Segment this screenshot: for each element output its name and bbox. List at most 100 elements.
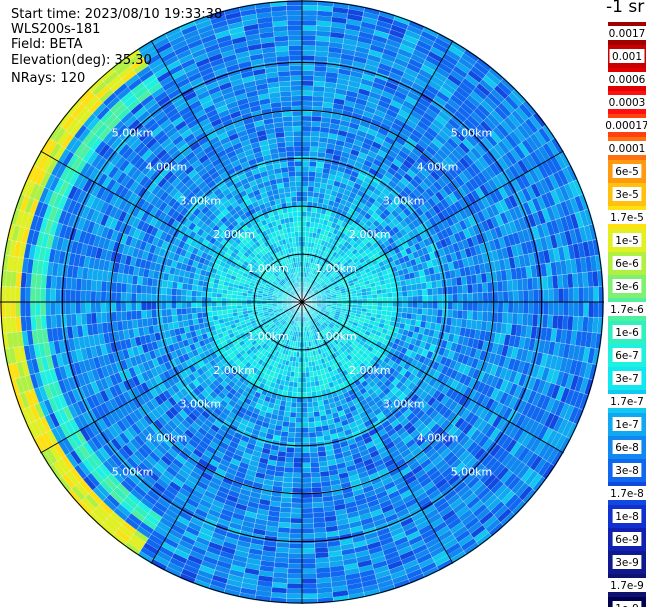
range-gate-cell: [321, 316, 327, 321]
range-gate-cell: [268, 309, 274, 313]
range-gate-cell: [236, 260, 243, 267]
range-gate-cell: [289, 330, 293, 336]
range-gate-cell: [285, 375, 291, 382]
range-gate-cell: [270, 237, 276, 244]
range-gate-cell: [285, 310, 291, 315]
range-gate-cell: [191, 260, 199, 268]
range-gate-cell: [388, 325, 395, 332]
range-gate-cell: [295, 427, 302, 433]
range-gate-cell: [356, 292, 363, 297]
range-gate-cell: [384, 334, 392, 341]
range-gate-cell: [371, 309, 378, 314]
range-gate-cell: [218, 279, 225, 286]
range-gate-cell: [397, 269, 405, 276]
range-gate-cell: [337, 318, 344, 323]
range-gate-cell: [268, 270, 274, 276]
range-gate-cell: [316, 315, 321, 320]
range-gate-cell: [315, 365, 321, 371]
range-gate-cell: [318, 319, 324, 325]
range-gate-cell: [186, 289, 192, 297]
range-gate-cell: [397, 291, 403, 297]
range-gate-cell: [227, 286, 234, 291]
range-gate-cell: [313, 191, 320, 198]
range-gate-cell: [211, 306, 217, 312]
range-gate-cell: [277, 335, 282, 342]
range-gate-cell: [402, 291, 408, 297]
range-gate-cell: [304, 246, 308, 252]
range-gate-cell: [293, 135, 302, 142]
range-gate-cell: [311, 263, 315, 269]
range-gate-cell: [316, 259, 321, 266]
range-gate-cell: [285, 146, 295, 152]
range-gate-cell: [309, 292, 315, 297]
range-gate-cell: [312, 329, 317, 335]
range-gate-cell: [483, 292, 489, 302]
range-gate-cell: [270, 284, 276, 289]
range-gate-cell: [287, 386, 294, 393]
range-gate-cell: [215, 328, 223, 335]
range-gate-cell: [291, 268, 295, 274]
range-gate-cell: [307, 412, 315, 418]
range-gate-cell: [334, 241, 341, 248]
range-gate-cell: [191, 290, 197, 297]
range-gate-cell: [280, 288, 286, 292]
range-gate-cell: [351, 274, 358, 280]
range-gate-cell: [307, 201, 313, 207]
range-gate-cell: [254, 327, 260, 333]
range-gate-cell: [432, 294, 438, 302]
range-gate-cell: [255, 344, 262, 351]
range-gate-cell: [191, 336, 199, 344]
range-gate-cell: [306, 282, 310, 288]
range-gate-cell: [146, 285, 152, 295]
range-gate-cell: [309, 437, 317, 443]
range-gate-cell: [324, 312, 330, 316]
range-gate-cell: [251, 332, 258, 338]
range-gate-cell: [299, 246, 302, 252]
range-gate-cell: [462, 302, 469, 311]
range-gate-cell: [201, 291, 207, 297]
range-gate-cell: [282, 249, 287, 255]
range-gate-cell: [302, 146, 311, 152]
range-gate-cell: [281, 320, 287, 326]
range-gate-cell: [328, 324, 334, 329]
range-gate-cell: [141, 310, 147, 319]
range-gate-cell: [427, 302, 433, 309]
range-gate-cell: [391, 234, 400, 242]
range-gate-cell: [385, 283, 392, 289]
range-gate-cell: [402, 307, 408, 313]
range-gate-cell: [287, 432, 296, 438]
range-gate-cell: [263, 289, 269, 293]
range-gate-cell: [278, 293, 284, 296]
range-gate-cell: [268, 278, 274, 283]
range-gate-cell: [387, 292, 393, 298]
range-gate-cell: [310, 285, 314, 290]
range-gate-cell: [287, 366, 292, 372]
range-gate-cell: [232, 339, 239, 346]
range-gate-cell: [254, 234, 261, 241]
range-gate-cell: [284, 328, 289, 334]
range-gate-cell: [328, 284, 334, 289]
range-gate-cell: [352, 340, 359, 347]
range-gate-cell: [356, 334, 363, 341]
range-gate-cell: [329, 249, 335, 256]
range-gate-cell: [280, 312, 286, 316]
range-gate-cell: [201, 264, 208, 271]
range-gate-cell: [288, 318, 292, 324]
range-gate-cell: [316, 306, 322, 310]
range-gate-cell: [226, 290, 233, 295]
range-gate-cell: [232, 258, 239, 265]
range-gate-cell: [279, 290, 285, 294]
range-gate-cell: [307, 191, 314, 197]
range-gate-cell: [348, 320, 354, 325]
range-gate-cell: [405, 260, 413, 268]
range-gate-cell: [269, 286, 276, 290]
range-gate-cell: [343, 261, 349, 268]
range-gate-cell: [343, 356, 350, 364]
range-gate-cell: [309, 262, 313, 268]
range-gate-cell: [360, 328, 367, 334]
range-gate-cell: [295, 241, 300, 247]
range-gate-cell: [264, 314, 270, 319]
range-gate-cell: [387, 306, 393, 312]
range-gate-cell: [281, 395, 287, 402]
range-gate-cell: [395, 281, 402, 287]
